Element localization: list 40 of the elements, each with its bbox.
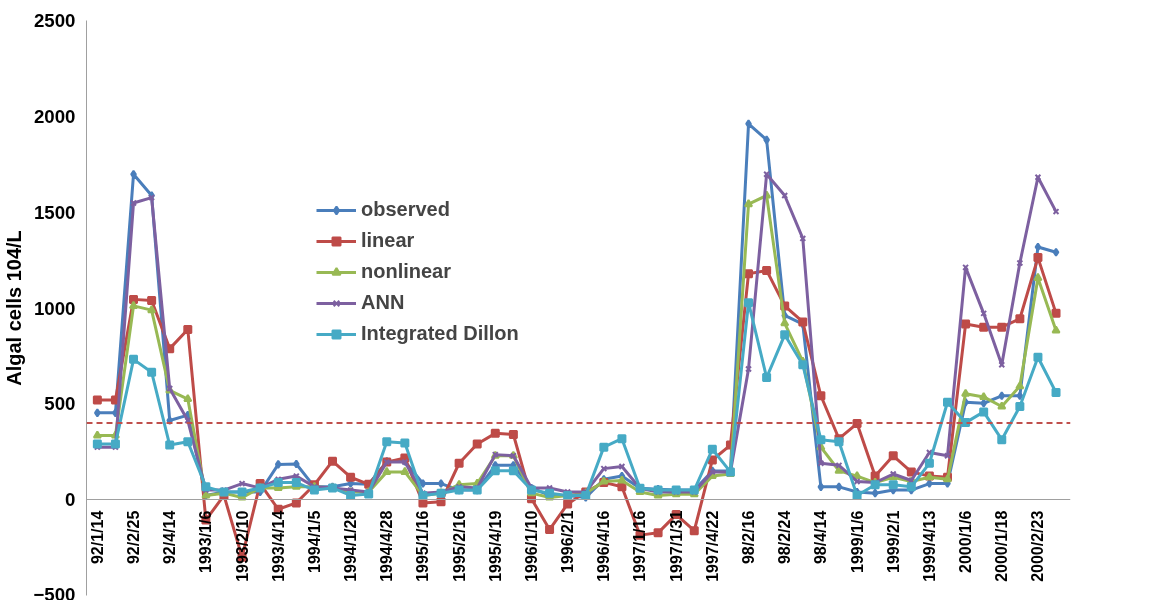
x-tick-label: 1999/1/6 <box>848 510 866 573</box>
x-tick-label: 1993/1/6 <box>197 510 215 573</box>
x-tick-label: 92/4/14 <box>161 510 179 565</box>
x-tick-label: 2000/1/6 <box>957 510 975 573</box>
x-tick-label: 2000/2/23 <box>1029 510 1047 582</box>
x-tick-label: 1996/2/1 <box>559 510 577 573</box>
x-tick-label: 98/4/14 <box>812 510 830 565</box>
x-tick-label: 98/2/16 <box>740 510 758 565</box>
x-tick-label: 1995/4/19 <box>486 510 504 582</box>
x-tick-label: 98/2/24 <box>776 510 794 565</box>
y-tick-label: 2500 <box>34 10 76 31</box>
x-tick-label: 92/1/14 <box>88 510 106 565</box>
y-tick-label: 1000 <box>34 297 76 319</box>
x-tick-label: 1993/4/14 <box>269 510 287 582</box>
x-tick-label: 92/2/25 <box>125 510 143 565</box>
y-tick-label: 1500 <box>34 201 76 223</box>
x-tick-label: 1993/2/10 <box>233 510 251 582</box>
y-tick-label: −500 <box>33 583 76 605</box>
x-tick-label: 1999/4/13 <box>920 510 938 582</box>
x-tick-label: 1997/1/16 <box>631 510 649 582</box>
x-tick-label: 1997/1/31 <box>667 510 685 582</box>
x-tick-label: 1999/2/1 <box>884 510 902 573</box>
x-tick-label: 1996/4/16 <box>595 510 613 582</box>
x-tick-label: 1997/4/22 <box>703 510 721 582</box>
legend-label: observed <box>361 198 450 221</box>
x-tick-label: 1994/1/28 <box>342 510 360 582</box>
y-tick-label: 2000 <box>34 105 76 127</box>
x-tick-label: 1995/1/16 <box>414 510 432 582</box>
x-tick-label: 1996/1/10 <box>522 510 540 582</box>
x-tick-label: 1995/2/16 <box>450 510 468 582</box>
y-axis-title: Algal cells 104/L <box>3 230 26 386</box>
y-tick-label: 0 <box>65 489 76 511</box>
legend-label: nonlinear <box>361 260 452 283</box>
legend-label: linear <box>361 229 415 252</box>
legend-label: ANN <box>361 291 405 314</box>
y-tick-label: 500 <box>44 393 76 415</box>
x-tick-label: 1994/1/5 <box>305 510 323 573</box>
legend-label: Integrated Dillon <box>361 322 519 345</box>
x-tick-label: 1994/4/28 <box>378 510 396 582</box>
x-tick-label: 2000/1/18 <box>993 510 1011 582</box>
